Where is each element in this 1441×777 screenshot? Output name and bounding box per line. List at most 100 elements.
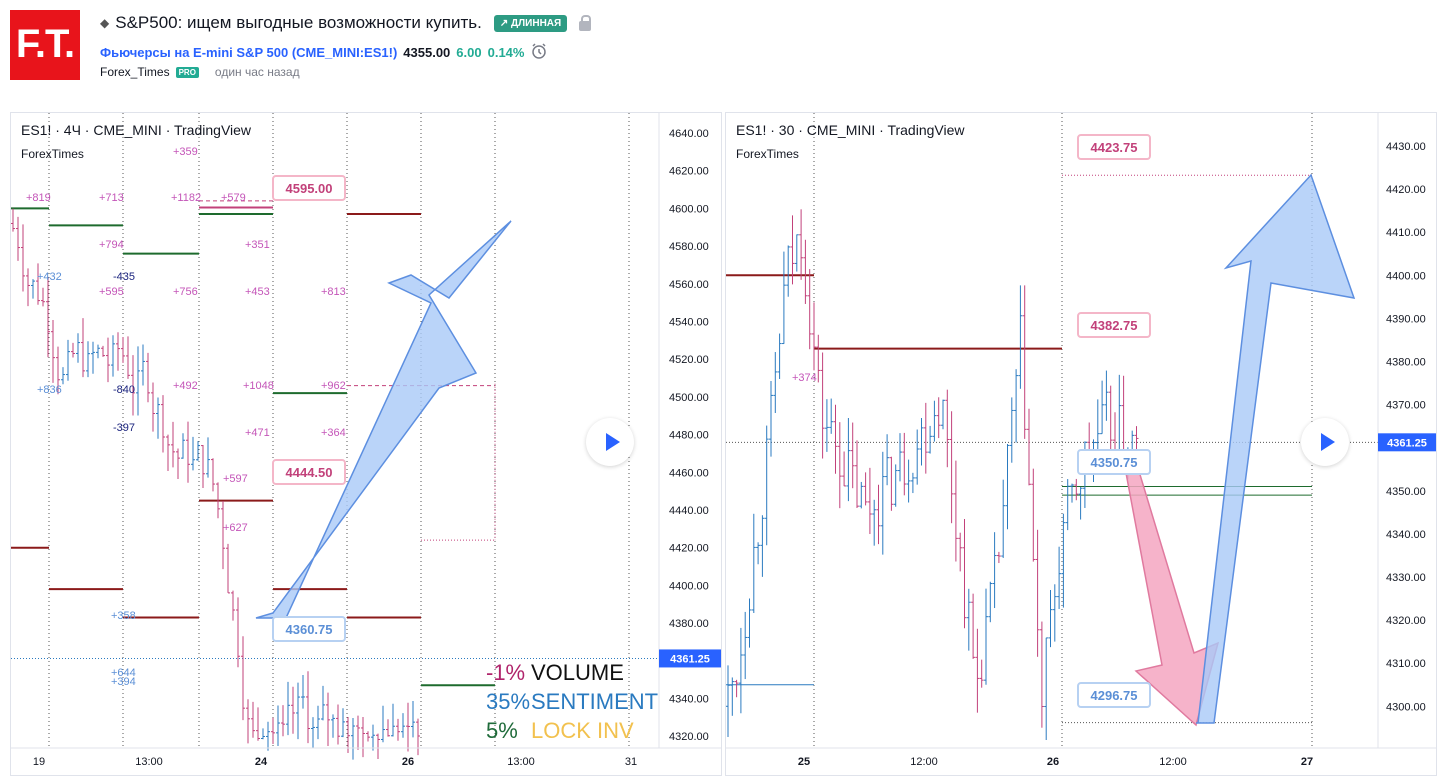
pro-badge: PRO bbox=[175, 66, 199, 78]
delta-label: +962 bbox=[321, 380, 346, 392]
delta-label: +492 bbox=[173, 380, 198, 392]
price-change: 6.00 bbox=[456, 45, 482, 60]
delta-label: +471 bbox=[245, 427, 270, 439]
author-name[interactable]: Forex_Times bbox=[100, 65, 170, 79]
publish-time: один час назад bbox=[214, 65, 300, 79]
last-price: 4355.00 bbox=[403, 45, 451, 60]
delta-label: +359 bbox=[173, 146, 198, 158]
time-tick-label: 31 bbox=[625, 756, 637, 768]
price-tick-label: 4500.00 bbox=[669, 392, 709, 404]
price-tick-label: 4410.00 bbox=[1386, 227, 1426, 239]
delta-label: -435 bbox=[113, 271, 135, 283]
delta-label: +794 bbox=[99, 239, 124, 251]
time-tick-label: 13:00 bbox=[135, 756, 163, 768]
symbol-code-close: ) bbox=[392, 45, 398, 60]
time-tick-label: 24 bbox=[255, 756, 268, 768]
price-callout-label: 4423.75 bbox=[1091, 140, 1138, 155]
time-tick-label: 12:00 bbox=[1159, 756, 1187, 768]
price-tick-label: 4390.00 bbox=[1386, 313, 1426, 325]
current-price-tag: 4361.25 bbox=[670, 653, 710, 665]
price-tick-label: 4600.00 bbox=[669, 203, 709, 215]
delta-label: +813 bbox=[321, 286, 346, 298]
bullish-arrow bbox=[255, 220, 512, 619]
time-tick-label: 26 bbox=[402, 756, 414, 768]
symbol-name[interactable]: Фьючерсы на E-mini S&P 500 bbox=[100, 45, 289, 60]
price-callout-box bbox=[1077, 312, 1151, 338]
delta-label: +358 bbox=[111, 610, 136, 622]
play-button-4h[interactable] bbox=[586, 418, 634, 466]
price-tick-label: 4560.00 bbox=[669, 279, 709, 291]
price-tick-label: 4620.00 bbox=[669, 166, 709, 178]
chart-30m-canvas[interactable]: 4423.75 4382.75 4350.75 4296.75 +374 4430.0… bbox=[726, 113, 1436, 775]
volume-label: VOLUME bbox=[531, 660, 624, 685]
chart-title-30m: ES1! · 30 · CME_MINI · TradingView bbox=[736, 122, 965, 138]
delta-label: +1182 bbox=[171, 192, 201, 204]
legend-row-sentiment: 35% SENTIMENT bbox=[486, 687, 658, 716]
brand-logo[interactable]: F.T. bbox=[10, 10, 80, 80]
current-price-tag-bg bbox=[1378, 433, 1436, 452]
symbol-code-open: ( bbox=[291, 45, 297, 60]
price-tick-label: 4320.00 bbox=[1386, 615, 1426, 627]
price-callout-label: 4382.75 bbox=[1091, 318, 1138, 333]
delta-label: -397 bbox=[113, 422, 135, 434]
alarm-clock-icon[interactable] bbox=[530, 42, 548, 63]
logo-text: F.T. bbox=[15, 22, 75, 66]
chart-4h-canvas[interactable]: +819 +713 +1182 +579 +794 +595 +756 +453 +813 +35… bbox=[11, 113, 721, 775]
price-tick-label: 4380.00 bbox=[1386, 357, 1426, 369]
time-tick-label: 26 bbox=[1047, 756, 1059, 768]
delta-label: +374 bbox=[792, 372, 817, 384]
price-tick-label: 4480.00 bbox=[669, 430, 709, 442]
delta-label: -840 bbox=[113, 384, 135, 396]
delta-label: +364 bbox=[321, 427, 346, 439]
price-tick-label: 4580.00 bbox=[669, 241, 709, 253]
diamond-icon: ◆ bbox=[100, 16, 110, 30]
chart-author-30m: ForexTimes bbox=[736, 147, 799, 161]
price-tick-label: 4340.00 bbox=[1386, 529, 1426, 541]
time-tick-label: 25 bbox=[798, 756, 810, 768]
current-price-tag-bg bbox=[659, 649, 721, 668]
delta-label: +819 bbox=[26, 192, 51, 204]
legend-row-volume: -1% VOLUME bbox=[486, 658, 658, 687]
price-tick-label: 4310.00 bbox=[1386, 658, 1426, 670]
price-tick-label: 4370.00 bbox=[1386, 400, 1426, 412]
price-tick-label: 4540.00 bbox=[669, 317, 709, 329]
price-tick-label: 4460.00 bbox=[669, 467, 709, 479]
author-row: Forex_Times PRO один час назад bbox=[100, 65, 300, 79]
play-button-30m[interactable] bbox=[1301, 418, 1349, 466]
time-tick-label: 12:00 bbox=[910, 756, 938, 768]
lockinv-label: LOCK INV bbox=[531, 718, 634, 743]
price-tick-label: 4330.00 bbox=[1386, 572, 1426, 584]
price-tick-label: 4520.00 bbox=[669, 354, 709, 366]
current-price-tag: 4361.25 bbox=[1387, 437, 1427, 449]
lockinv-value: 5% bbox=[486, 718, 518, 743]
legend-row-lockinv: 5% LOCK INV bbox=[486, 716, 658, 745]
price-tick-label: 4430.00 bbox=[1386, 141, 1426, 153]
delta-label: +597 bbox=[223, 473, 248, 485]
price-tick-label: 4440.00 bbox=[669, 505, 709, 517]
price-callout-box bbox=[1077, 134, 1151, 160]
time-tick-label: 19 bbox=[33, 756, 45, 768]
sentiment-value: 35% bbox=[486, 689, 531, 714]
delta-label: +627 bbox=[223, 522, 248, 534]
price-tick-label: 4340.00 bbox=[669, 694, 709, 706]
delta-label: +713 bbox=[99, 192, 124, 204]
price-tick-label: 4420.00 bbox=[1386, 184, 1426, 196]
bullish-arrow bbox=[1196, 173, 1356, 724]
price-callout-box bbox=[272, 459, 346, 485]
idea-title-row: ◆ S&P500: ищем выгодные возможности купи… bbox=[100, 12, 592, 34]
delta-label: +394 bbox=[111, 676, 136, 688]
price-callout-label: 4444.50 bbox=[286, 465, 333, 480]
price-callout-box bbox=[1077, 682, 1151, 708]
time-tick-label: 27 bbox=[1301, 756, 1313, 768]
time-tick-label: 13:00 bbox=[507, 756, 535, 768]
chart-panel-30m[interactable]: 4423.75 4382.75 4350.75 4296.75 +374 4430.0… bbox=[725, 112, 1437, 776]
chart-panel-4h[interactable]: +819 +713 +1182 +579 +794 +595 +756 +453 +813 +35… bbox=[10, 112, 722, 776]
price-callout-label: 4595.00 bbox=[286, 181, 333, 196]
price-callout-label: 4360.75 bbox=[286, 622, 333, 637]
symbol-code[interactable]: CME_MINI:ES1! bbox=[296, 45, 393, 60]
symbol-link[interactable]: Фьючерсы на E-mini S&P 500 (CME_MINI:ES1… bbox=[100, 45, 397, 60]
delta-label: +1048 bbox=[243, 380, 274, 392]
indicator-legend: -1% VOLUME 35% SENTIMENT 5% LOCK INV bbox=[486, 658, 658, 745]
price-callout-label: 4350.75 bbox=[1091, 455, 1138, 470]
price-callout-box bbox=[272, 616, 346, 642]
